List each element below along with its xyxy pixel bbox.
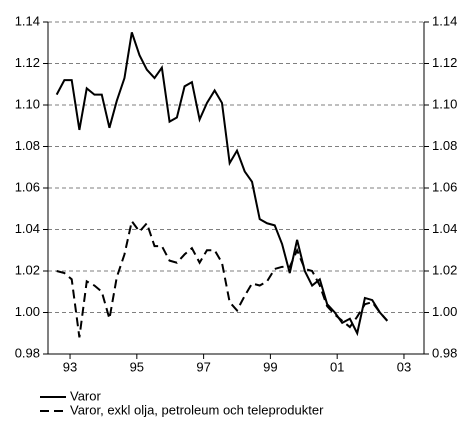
y2-tick-label: 1.04	[432, 221, 457, 236]
y2-tick-label: 1.10	[432, 96, 457, 111]
y-tick-label: 1.12	[15, 55, 40, 70]
y-tick-label: 1.02	[15, 262, 40, 277]
y-tick-label: 1.10	[15, 96, 40, 111]
x-tick-label: 93	[63, 359, 77, 374]
y-tick-label: 1.00	[15, 304, 40, 319]
y2-tick-label: 1.12	[432, 55, 457, 70]
y2-tick-label: 1.02	[432, 262, 457, 277]
y2-tick-label: 1.14	[432, 13, 457, 28]
y-tick-label: 1.04	[15, 221, 40, 236]
y-tick-label: 1.08	[15, 138, 40, 153]
line	[55, 32, 389, 337]
x-tick-label: 97	[196, 359, 210, 374]
line	[56, 218, 389, 338]
y-tick-label: 0.98	[15, 345, 40, 360]
legend-label: Varor	[70, 388, 101, 403]
legend-label: Varor, exkl olja, petroleum och teleprod…	[70, 402, 324, 417]
y-tick-label: 1.06	[15, 179, 40, 194]
x-tick-label: 95	[130, 359, 144, 374]
y2-tick-label: 1.00	[432, 304, 457, 319]
y-tick-label: 1.14	[15, 13, 40, 28]
y2-tick-label: 1.06	[432, 179, 457, 194]
y2-tick-label: 1.08	[432, 138, 457, 153]
x-tick-label: 03	[397, 359, 411, 374]
x-tick-label: 99	[263, 359, 277, 374]
y2-tick-label: 0.98	[432, 345, 457, 360]
x-tick-label: 01	[330, 359, 344, 374]
